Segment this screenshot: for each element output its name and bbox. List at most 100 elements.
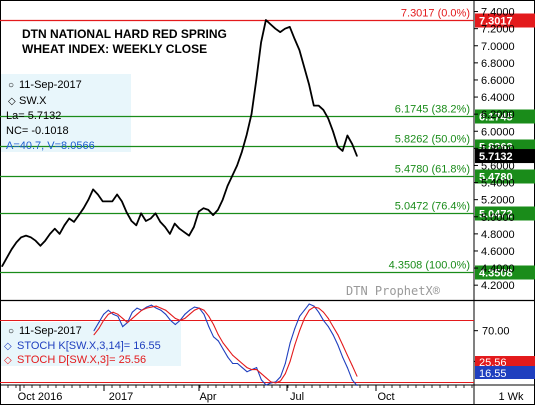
fib-label: 5.0472 (76.4%) <box>395 201 470 213</box>
stoch-point <box>342 356 344 358</box>
stoch-point <box>323 319 324 321</box>
price-point <box>140 212 142 214</box>
price-point <box>6 257 8 259</box>
y-tick-label: 6.2000 <box>481 109 515 121</box>
price-point <box>145 220 147 222</box>
stoch-point <box>160 309 162 311</box>
stoch-point <box>189 313 191 315</box>
stoch-point <box>131 311 133 313</box>
stoch-point <box>155 305 157 307</box>
info-box-bg <box>1 74 131 152</box>
info-date: 11-Sep-2017 <box>19 79 82 91</box>
stoch-point <box>98 328 100 330</box>
stoch-legend-date: 11-Sep-2017 <box>19 325 82 337</box>
x-tick-label: Oct <box>377 391 394 403</box>
stoch-point <box>280 380 281 382</box>
stoch-point <box>208 326 210 328</box>
stoch-point <box>179 319 181 321</box>
price-point <box>116 193 118 196</box>
price-point <box>97 193 99 196</box>
price-point <box>73 221 75 223</box>
stoch-point <box>299 330 301 332</box>
fib-tag-text: 5.0472 <box>479 209 513 221</box>
price-point <box>246 134 248 136</box>
stoch-point <box>241 363 243 364</box>
price-point <box>183 231 185 233</box>
stoch-point <box>294 328 296 330</box>
stoch-point <box>117 315 119 317</box>
chart-title-line-2: WHEAT INDEX: WEEKLY CLOSE <box>22 42 207 56</box>
stoch-point <box>227 356 229 358</box>
stoch-point <box>241 367 243 369</box>
stoch-point <box>146 306 148 308</box>
fib-tag-bg <box>475 265 535 280</box>
stoch-point <box>260 373 262 375</box>
price-point <box>342 150 344 152</box>
price-point <box>318 105 320 107</box>
price-point <box>92 188 94 190</box>
fib-label: 4.3508 (100.0%) <box>389 260 470 272</box>
stoch-legend-bg <box>1 322 181 366</box>
price-point <box>313 105 315 107</box>
stoch-point <box>299 315 301 317</box>
last-price-tag-text: 5.7132 <box>479 151 513 163</box>
price-point <box>217 209 219 211</box>
stoch-point <box>165 309 167 311</box>
price-point <box>35 240 37 242</box>
stoch-point <box>93 334 95 336</box>
stoch-point <box>246 371 248 373</box>
price-point <box>150 217 152 220</box>
stoch-point <box>122 326 124 328</box>
stoch-y-tick-label: 70.00 <box>482 326 510 338</box>
stoch-point <box>103 319 105 321</box>
x-tick-label: Apr <box>199 391 216 403</box>
fib-tag-text: 6.1745 <box>479 112 513 124</box>
price-point <box>83 207 85 209</box>
stoch-point <box>117 313 119 315</box>
stoch-point <box>213 336 214 338</box>
price-point <box>121 200 123 202</box>
price-point <box>322 109 324 111</box>
price-point <box>68 217 70 220</box>
stoch-point <box>174 317 176 319</box>
stoch-k-tag-text: 16.55 <box>479 368 507 380</box>
y-tick-label: 4.2000 <box>481 280 515 292</box>
price-point <box>236 164 238 167</box>
stoch-point <box>346 367 348 369</box>
stoch-point <box>189 309 191 311</box>
price-point <box>231 175 233 177</box>
stoch-d-label: STOCH D[SW.X,3]= 25.56 <box>17 354 146 366</box>
last-price-tag-bg <box>475 149 535 164</box>
price-point <box>332 130 334 132</box>
price-point <box>265 19 267 21</box>
stoch-point <box>260 379 262 381</box>
y-tick-label: 5.4000 <box>481 178 515 190</box>
price-point <box>11 248 13 250</box>
price-point <box>111 200 113 202</box>
stoch-point <box>284 373 286 375</box>
price-point <box>241 151 243 153</box>
stoch-point <box>103 313 105 315</box>
price-point <box>49 233 51 235</box>
y-tick-label: 6.8000 <box>481 58 515 70</box>
price-point <box>15 241 17 243</box>
stoch-point <box>170 319 171 321</box>
price-point <box>346 134 348 137</box>
price-point <box>30 236 32 238</box>
y-tick-label: 7.4000 <box>481 7 515 19</box>
stoch-crosshair-icon: ○ <box>8 326 14 337</box>
price-point <box>289 26 291 28</box>
price-point <box>250 113 253 115</box>
stoch-point <box>198 307 200 309</box>
stoch-k-tag-bg <box>475 366 535 379</box>
stoch-point <box>203 309 205 311</box>
price-point <box>274 28 276 30</box>
stoch-point <box>184 317 186 319</box>
price-point <box>308 83 310 85</box>
x-tick-label: 2017 <box>109 391 133 403</box>
stoch-d-tag-bg <box>475 356 535 369</box>
stoch-point <box>213 324 214 325</box>
price-point <box>87 199 89 201</box>
chart-title-line-1: DTN NATIONAL HARD RED SPRING <box>22 27 227 41</box>
